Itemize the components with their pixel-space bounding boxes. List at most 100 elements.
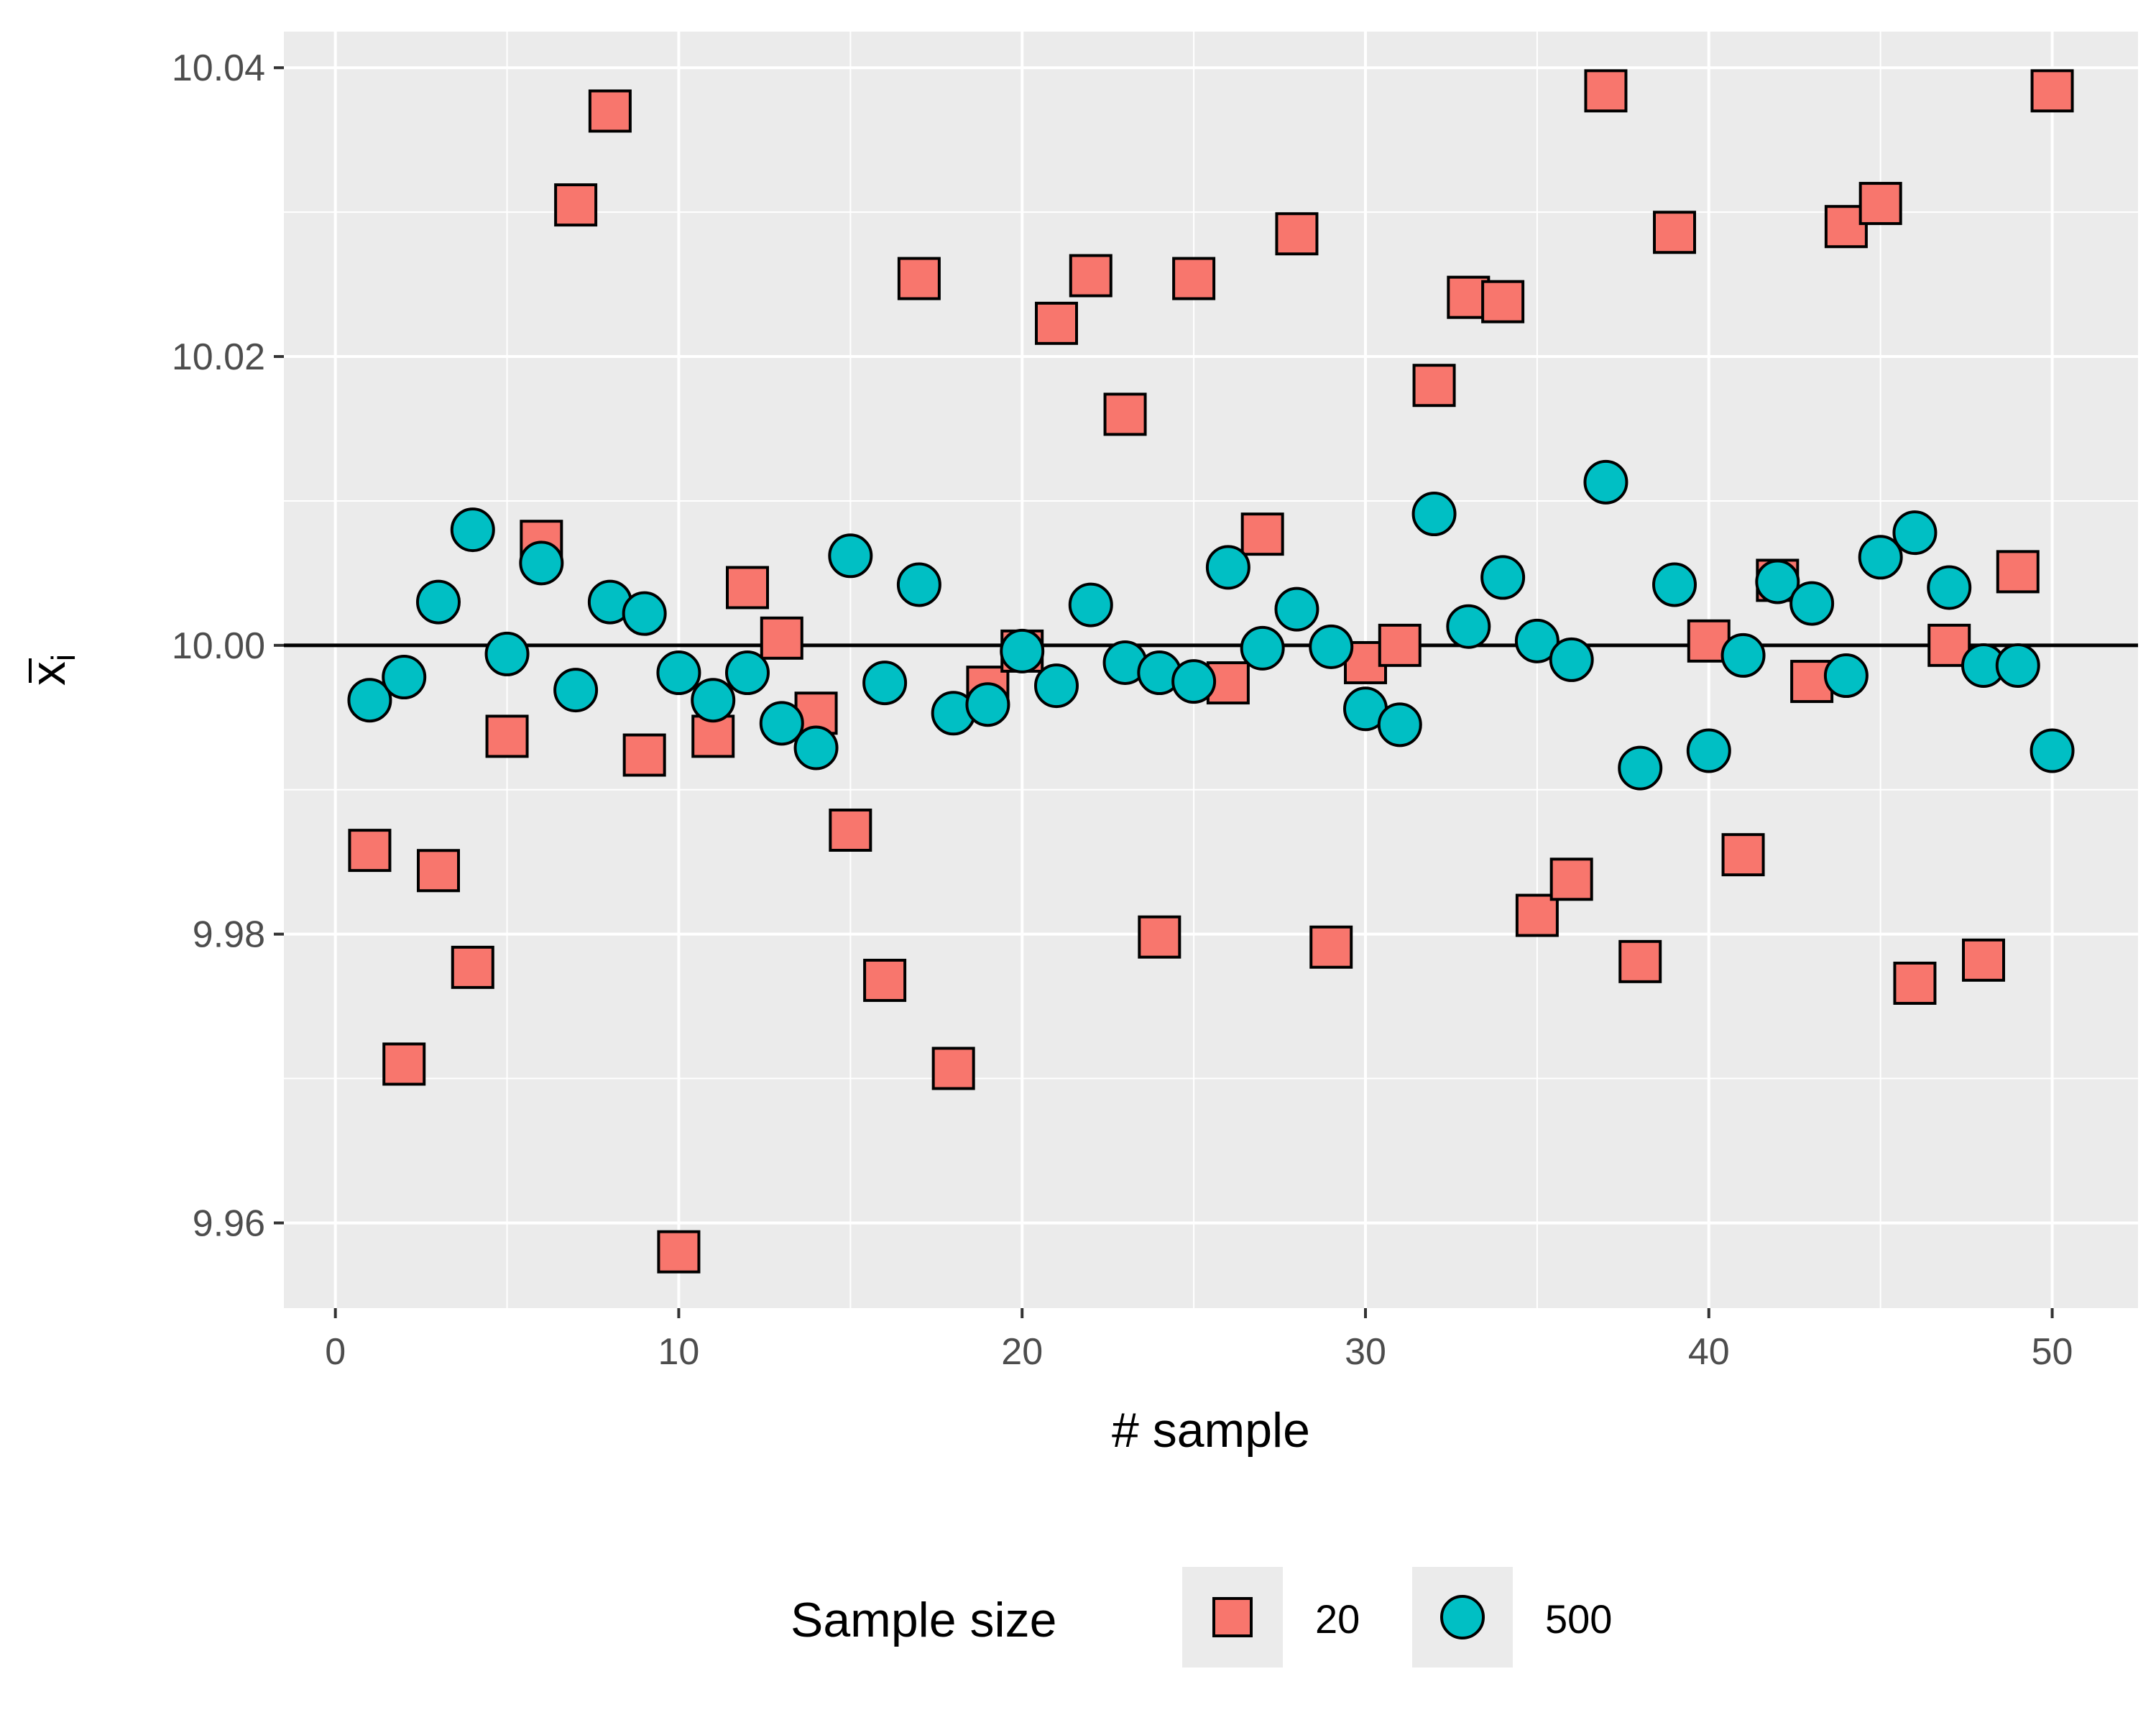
point-n20-9 [622,733,666,777]
point-n500-11 [691,678,736,723]
point-n500-1 [347,678,392,723]
point-n500-42 [1755,559,1800,604]
y-tick-label-1: 9.98 [193,914,265,956]
point-n500-9 [622,591,667,636]
legend-title: Sample size [791,1593,1056,1647]
point-n500-34 [1480,555,1526,600]
point-n20-27 [1240,512,1284,556]
point-n20-5 [485,714,529,758]
point-n20-1 [348,829,392,873]
point-n500-39 [1652,562,1697,607]
legend: Sample size 20 500 [791,1567,1612,1668]
legend-key-20-marker [1212,1597,1253,1637]
point-n20-34 [1481,280,1525,323]
point-n20-12 [726,566,769,610]
point-n20-23 [1103,392,1147,436]
point-n500-47 [1927,565,1972,610]
point-n20-18 [931,1046,975,1090]
point-n500-29 [1309,624,1354,669]
point-n20-35 [1515,893,1559,937]
y-tick-label-2: 10.00 [172,625,265,667]
legend-label-500: 500 [1545,1596,1612,1642]
y-tick-label-4: 10.04 [172,47,265,89]
point-n500-19 [965,682,1010,727]
point-n20-29 [1309,925,1353,969]
point-n500-13 [759,701,804,746]
x-tick-label-5: 50 [2032,1331,2073,1373]
x-tick-label-2: 20 [1001,1331,1043,1373]
point-n500-16 [862,661,908,706]
point-n500-27 [1240,625,1285,671]
point-n500-38 [1618,745,1663,791]
x-tick-label-1: 10 [658,1331,700,1373]
axis-ticks [274,66,2054,1318]
point-n500-35 [1514,618,1560,663]
point-n500-32 [1411,492,1457,537]
legend-label-20: 20 [1315,1596,1360,1642]
point-n20-36 [1549,857,1593,901]
point-n500-7 [553,668,599,713]
major-gridlines [284,32,2138,1308]
point-n20-13 [760,616,803,660]
point-n20-7 [554,183,598,227]
point-n20-17 [897,257,941,300]
point-n20-3 [417,849,460,893]
point-n500-14 [793,725,839,770]
point-n500-15 [828,533,873,579]
point-n500-10 [656,650,701,696]
point-n20-10 [657,1230,701,1274]
y-axis-title: xi [21,654,82,686]
point-n20-45 [1858,182,1902,226]
x-tick-label-0: 0 [325,1331,346,1373]
point-n20-32 [1412,364,1456,408]
point-n20-48 [1962,938,2005,982]
point-n500-28 [1274,586,1319,632]
point-n20-25 [1172,257,1216,300]
point-n500-5 [484,631,530,676]
point-n500-43 [1789,581,1835,626]
point-n20-21 [1035,301,1078,345]
tick-labels: 9.96 9.98 10.00 10.02 10.04 0 10 20 30 40 50 [172,47,2073,1373]
point-n20-16 [863,958,907,1002]
point-n500-44 [1823,653,1869,699]
point-n500-17 [896,562,941,607]
point-n20-38 [1618,939,1662,983]
point-n500-2 [382,655,427,700]
point-n500-22 [1068,582,1113,627]
point-n500-21 [1034,663,1079,709]
point-n20-39 [1653,211,1696,254]
point-n20-41 [1721,833,1765,877]
point-n500-45 [1858,535,1903,580]
point-n20-46 [1893,961,1937,1005]
point-n500-41 [1720,632,1766,678]
point-n500-3 [416,579,461,625]
point-n20-4 [451,945,494,989]
point-n500-31 [1377,702,1422,748]
y-axis-title-subscript: i [45,654,82,661]
point-n20-15 [829,809,872,852]
point-n20-49 [1996,550,2040,594]
data-points [347,69,2075,1274]
point-n20-28 [1275,212,1319,256]
point-n20-37 [1584,69,1628,113]
point-n500-49 [1995,643,2040,688]
legend-key-500-marker [1440,1595,1485,1639]
point-n500-40 [1686,728,1731,773]
point-n500-12 [725,650,770,696]
point-n500-46 [1892,510,1938,556]
point-n20-8 [588,89,632,133]
point-n20-22 [1069,254,1112,298]
point-n500-20 [1000,628,1045,673]
point-n500-36 [1549,637,1594,682]
point-n500-6 [519,540,564,586]
y-tick-label-0: 9.96 [193,1202,265,1244]
point-n20-31 [1378,623,1422,667]
point-n20-2 [382,1042,426,1086]
point-n500-33 [1446,604,1491,649]
point-n500-25 [1171,659,1217,704]
point-n20-50 [2030,69,2074,113]
x-tick-label-3: 30 [1345,1331,1386,1373]
point-n500-37 [1583,459,1628,505]
point-n500-4 [450,507,495,553]
